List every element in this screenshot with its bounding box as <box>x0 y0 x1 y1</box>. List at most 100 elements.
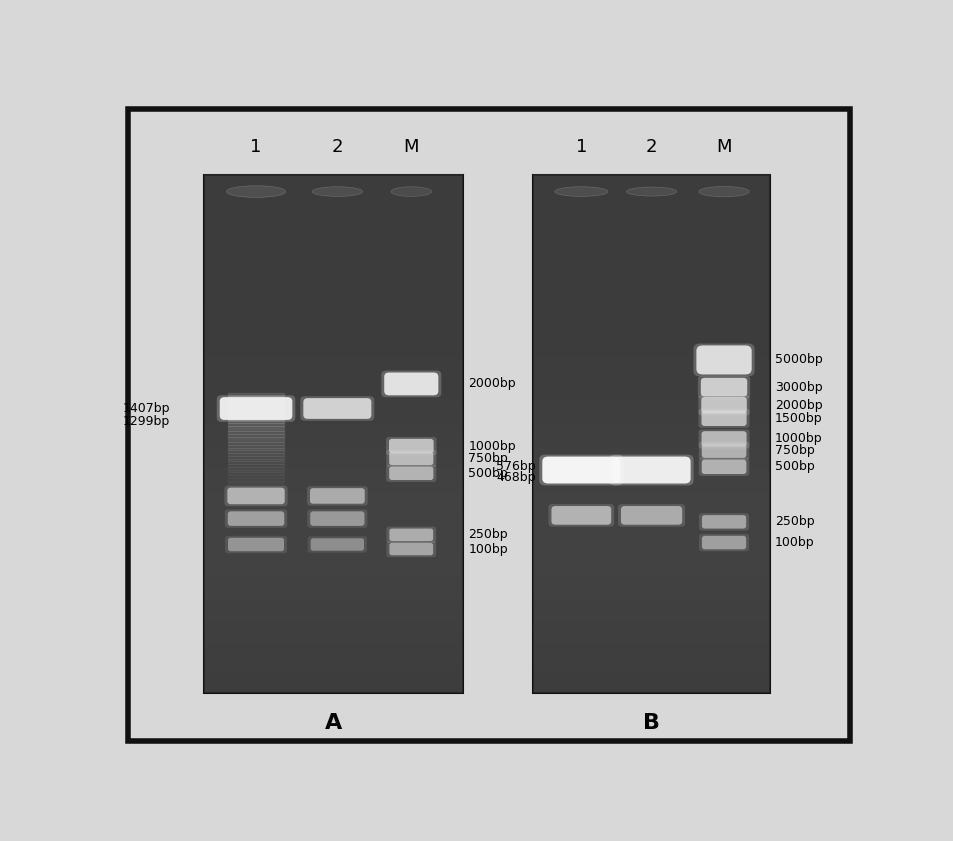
FancyBboxPatch shape <box>698 429 749 448</box>
FancyBboxPatch shape <box>386 541 436 558</box>
FancyBboxPatch shape <box>310 488 364 504</box>
FancyBboxPatch shape <box>228 537 284 551</box>
Bar <box>228 399 283 401</box>
Bar <box>228 516 283 519</box>
FancyBboxPatch shape <box>609 455 693 485</box>
Text: 1: 1 <box>575 138 586 156</box>
FancyBboxPatch shape <box>700 410 746 426</box>
FancyBboxPatch shape <box>310 511 364 526</box>
FancyBboxPatch shape <box>386 436 436 455</box>
Bar <box>228 500 283 503</box>
FancyBboxPatch shape <box>311 538 364 551</box>
Bar <box>228 436 283 440</box>
FancyBboxPatch shape <box>384 373 437 395</box>
Ellipse shape <box>626 187 676 196</box>
Bar <box>228 395 283 399</box>
Text: 100bp: 100bp <box>468 542 507 556</box>
FancyBboxPatch shape <box>698 395 749 415</box>
Bar <box>228 510 283 514</box>
Text: 2000bp: 2000bp <box>468 378 516 390</box>
Text: 1: 1 <box>250 138 261 156</box>
FancyBboxPatch shape <box>701 536 745 549</box>
Bar <box>228 484 283 486</box>
FancyBboxPatch shape <box>541 457 619 484</box>
Bar <box>228 440 283 442</box>
Bar <box>228 401 283 404</box>
FancyBboxPatch shape <box>698 409 749 428</box>
Text: 500bp: 500bp <box>468 467 507 479</box>
FancyBboxPatch shape <box>381 371 441 397</box>
FancyBboxPatch shape <box>303 398 371 419</box>
FancyBboxPatch shape <box>698 458 748 476</box>
Text: 2000bp: 2000bp <box>774 399 821 412</box>
FancyBboxPatch shape <box>696 346 751 374</box>
Bar <box>228 514 283 516</box>
FancyBboxPatch shape <box>300 396 374 420</box>
Text: 1500bp: 1500bp <box>774 412 821 425</box>
Ellipse shape <box>391 187 431 197</box>
Bar <box>228 462 283 464</box>
Text: A: A <box>325 712 342 733</box>
Text: B: B <box>642 712 659 733</box>
Bar <box>228 447 283 451</box>
FancyBboxPatch shape <box>227 488 284 505</box>
Bar <box>228 453 283 456</box>
FancyBboxPatch shape <box>386 450 436 467</box>
FancyBboxPatch shape <box>307 510 367 528</box>
FancyBboxPatch shape <box>698 376 749 399</box>
FancyBboxPatch shape <box>224 486 288 506</box>
FancyBboxPatch shape <box>389 452 433 465</box>
FancyBboxPatch shape <box>701 459 745 474</box>
Text: 1000bp: 1000bp <box>468 440 516 452</box>
Bar <box>228 420 283 423</box>
Bar <box>228 519 283 521</box>
Bar <box>228 423 283 426</box>
Bar <box>228 442 283 445</box>
Text: 500bp: 500bp <box>774 460 814 473</box>
Bar <box>228 418 283 420</box>
Bar <box>204 176 462 694</box>
Bar <box>228 434 283 436</box>
Ellipse shape <box>226 186 285 198</box>
Ellipse shape <box>554 187 607 197</box>
Text: 5000bp: 5000bp <box>774 353 821 367</box>
Bar <box>533 176 769 694</box>
FancyBboxPatch shape <box>618 504 684 526</box>
FancyBboxPatch shape <box>699 534 748 551</box>
FancyBboxPatch shape <box>700 397 746 414</box>
Text: 250bp: 250bp <box>774 516 814 528</box>
FancyBboxPatch shape <box>389 529 433 541</box>
Text: 100bp: 100bp <box>774 536 814 549</box>
Bar <box>228 497 283 500</box>
FancyBboxPatch shape <box>386 526 436 543</box>
FancyBboxPatch shape <box>700 431 746 447</box>
FancyBboxPatch shape <box>219 397 292 420</box>
FancyBboxPatch shape <box>700 378 746 396</box>
FancyBboxPatch shape <box>551 506 611 525</box>
Bar <box>228 458 283 462</box>
Bar <box>228 486 283 489</box>
FancyBboxPatch shape <box>693 343 754 377</box>
Bar <box>228 481 283 484</box>
Bar <box>228 478 283 480</box>
FancyBboxPatch shape <box>389 542 433 555</box>
Text: 576bp: 576bp <box>496 460 536 473</box>
Bar <box>228 464 283 467</box>
Text: 750bp: 750bp <box>468 452 507 465</box>
FancyBboxPatch shape <box>228 511 284 526</box>
Bar <box>228 475 283 478</box>
Text: 750bp: 750bp <box>774 444 814 458</box>
Bar <box>228 521 283 525</box>
Bar <box>228 469 283 473</box>
Bar <box>228 410 283 412</box>
FancyBboxPatch shape <box>225 510 287 528</box>
Bar <box>228 489 283 492</box>
Text: 250bp: 250bp <box>468 528 507 542</box>
FancyBboxPatch shape <box>538 455 622 485</box>
FancyBboxPatch shape <box>701 443 745 458</box>
Bar <box>228 412 283 415</box>
Bar <box>228 456 283 458</box>
Bar <box>228 503 283 505</box>
Bar <box>228 406 283 410</box>
Text: M: M <box>716 138 731 156</box>
